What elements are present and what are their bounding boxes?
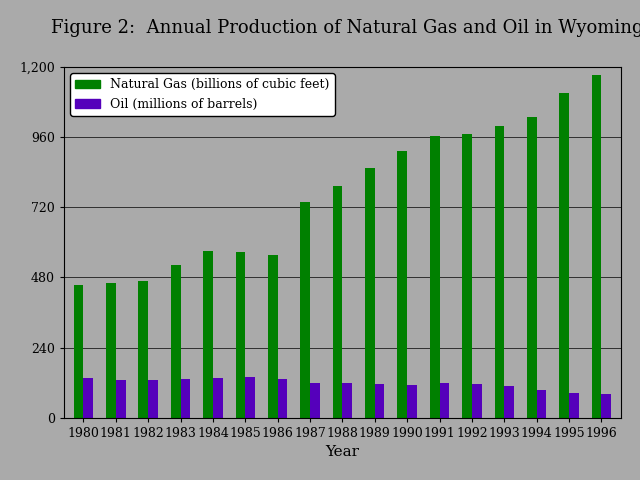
Bar bbox=[527, 117, 536, 418]
Bar bbox=[342, 383, 352, 418]
Bar bbox=[245, 377, 255, 418]
Bar bbox=[171, 265, 180, 418]
Bar bbox=[213, 378, 223, 418]
Text: Figure 2:  Annual Production of Natural Gas and Oil in Wyoming: Figure 2: Annual Production of Natural G… bbox=[51, 19, 640, 37]
Bar bbox=[504, 386, 514, 418]
Bar bbox=[138, 281, 148, 418]
Bar bbox=[559, 94, 569, 418]
Bar bbox=[310, 383, 320, 418]
Bar bbox=[278, 379, 287, 418]
Bar bbox=[116, 380, 125, 418]
Bar bbox=[462, 134, 472, 418]
Bar bbox=[440, 383, 449, 418]
Bar bbox=[180, 379, 190, 418]
Bar bbox=[397, 151, 407, 418]
Bar bbox=[204, 251, 213, 418]
Bar bbox=[268, 255, 278, 418]
Bar bbox=[472, 384, 481, 418]
Bar bbox=[148, 380, 158, 418]
Bar bbox=[333, 186, 342, 418]
Bar bbox=[106, 283, 116, 418]
Bar bbox=[430, 136, 440, 418]
Bar bbox=[300, 202, 310, 418]
Bar bbox=[375, 384, 385, 418]
X-axis label: Year: Year bbox=[325, 445, 360, 459]
Bar bbox=[236, 252, 245, 418]
Legend: Natural Gas (billions of cubic feet), Oil (millions of barrels): Natural Gas (billions of cubic feet), Oi… bbox=[70, 73, 335, 116]
Bar bbox=[495, 126, 504, 418]
Bar bbox=[74, 285, 83, 418]
Bar bbox=[365, 168, 375, 418]
Bar bbox=[536, 390, 547, 418]
Bar bbox=[569, 393, 579, 418]
Bar bbox=[602, 394, 611, 418]
Bar bbox=[83, 378, 93, 418]
Bar bbox=[591, 74, 602, 418]
Bar bbox=[407, 385, 417, 418]
